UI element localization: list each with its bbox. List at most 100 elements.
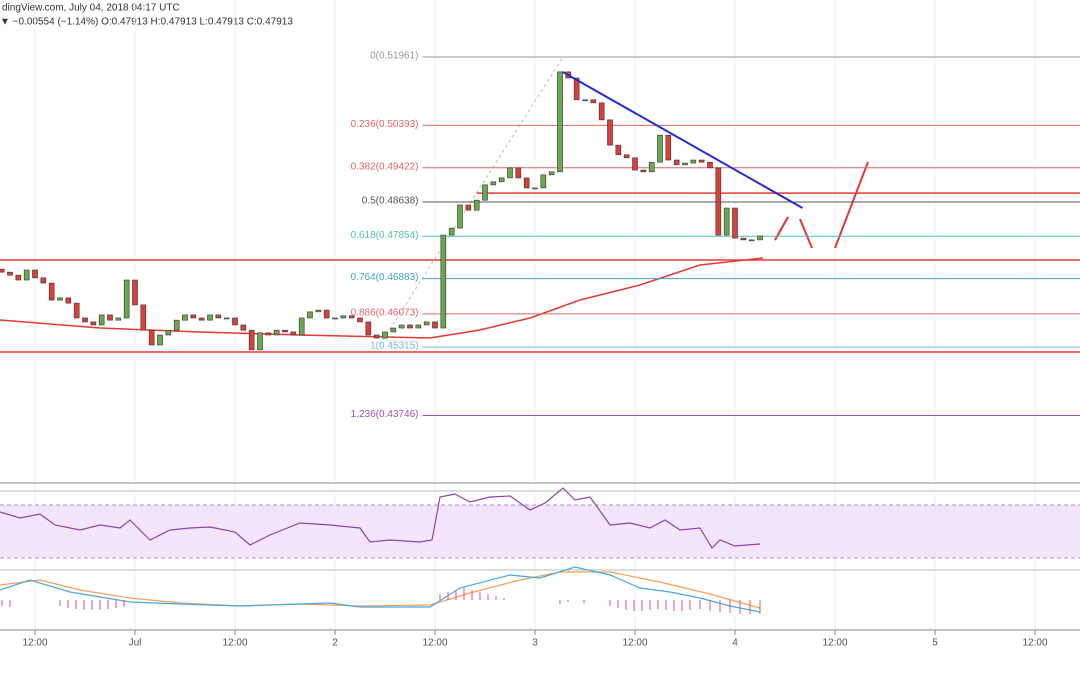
candle-body <box>623 154 630 159</box>
candle-body <box>448 227 455 236</box>
rsi-line <box>0 487 761 549</box>
candle-body <box>440 234 447 329</box>
candle-body <box>607 119 613 146</box>
candle-body <box>682 162 688 166</box>
candle-body <box>332 317 338 320</box>
candle-body <box>432 321 438 329</box>
x-tick-label: Jul <box>129 638 142 649</box>
candle-body <box>590 99 597 104</box>
candle-body <box>673 159 680 166</box>
candle-body <box>148 329 155 346</box>
fib-label: 1.236(0.43746) <box>351 409 419 420</box>
candle-body <box>348 315 355 319</box>
candle-body <box>340 315 347 319</box>
x-tick-label: 12:00 <box>422 638 447 649</box>
candle-body <box>98 314 105 326</box>
fib-label: 1(0.45315) <box>370 341 418 352</box>
candle-body <box>665 134 672 161</box>
candle-body <box>648 161 655 173</box>
candle-body <box>323 309 330 319</box>
candle-body <box>473 199 480 211</box>
candle-body <box>740 237 747 241</box>
candle-body <box>290 331 297 336</box>
candle-body <box>490 181 497 186</box>
candle-body <box>715 167 722 236</box>
x-tick-label: 12:00 <box>222 638 247 649</box>
candle-body <box>248 329 255 351</box>
macd-line <box>0 566 761 613</box>
candle-body <box>748 239 755 242</box>
candle-body <box>157 334 163 346</box>
candle-body <box>457 204 463 229</box>
fib-label: 0.5(0.48638) <box>362 196 419 207</box>
x-tick-label: 12:00 <box>22 638 47 649</box>
fib-label: 0(0.51961) <box>370 51 418 62</box>
candle-body <box>515 167 522 179</box>
candle-body <box>415 324 422 329</box>
x-tick-label: 2 <box>332 638 338 649</box>
candle-body <box>365 321 372 336</box>
candle-body <box>407 324 413 329</box>
fib-label: 0.764(0.46883) <box>351 272 419 283</box>
candle-body <box>240 324 247 331</box>
x-tick-label: 5 <box>932 638 938 649</box>
candle-body <box>382 331 388 339</box>
candle-body <box>465 204 472 211</box>
macd-signal <box>0 571 761 609</box>
fib-label: 0.618(0.47854) <box>351 230 419 241</box>
candle-body <box>223 317 230 320</box>
candle-body <box>557 71 563 173</box>
candle-body <box>165 329 172 336</box>
x-tick-label: 3 <box>532 638 538 649</box>
candle-body <box>573 77 580 101</box>
candle-body <box>23 269 30 281</box>
plot: 0(0.51961) 0.236(0.50393) 0.382(0.49422) 0.… <box>0 51 1080 420</box>
header-quote: ▼ −0.00554 (−1.14%) O:0.47913 H:0.47913 … <box>0 17 293 28</box>
candle-body <box>507 167 513 179</box>
candle-body <box>57 297 63 301</box>
candle-body <box>640 169 647 173</box>
x-tick-label: 12:00 <box>622 638 647 649</box>
candle-body <box>532 187 538 190</box>
candle-body <box>315 309 322 313</box>
candle-body <box>123 279 130 319</box>
candle-body <box>707 161 713 169</box>
candle-body <box>373 334 380 339</box>
candle-body <box>657 134 663 163</box>
candle-body <box>15 274 22 281</box>
candle-body <box>132 279 138 306</box>
candle-body <box>198 317 205 321</box>
candle-body <box>615 144 622 156</box>
candle-body <box>357 317 363 323</box>
candle-body <box>598 102 605 121</box>
candle-body <box>723 207 730 236</box>
candle-body <box>115 317 122 321</box>
candle-body <box>215 314 222 319</box>
candle-body <box>540 174 547 189</box>
fib-anchor <box>379 56 564 346</box>
candle-body <box>398 324 405 329</box>
candle-body <box>82 317 88 323</box>
x-tick-label: 12:00 <box>1022 638 1047 649</box>
candle-body <box>90 321 97 326</box>
candle-body <box>107 314 113 321</box>
candle-body <box>282 329 288 333</box>
candle-body <box>307 311 313 319</box>
candle-body <box>698 159 705 163</box>
candle-body <box>523 177 530 189</box>
fib-label: 0.886(0.46073) <box>351 308 419 319</box>
candle-body <box>273 329 280 336</box>
rsi-band <box>0 505 1080 558</box>
fib-label: 0.236(0.50393) <box>351 119 419 130</box>
candle-body <box>265 332 272 336</box>
candle-body <box>32 269 38 279</box>
candle-body <box>207 314 213 321</box>
candle-body <box>757 235 763 241</box>
candle-body <box>73 302 80 319</box>
candle-body <box>423 321 430 326</box>
candle-body <box>632 157 638 171</box>
candle-body <box>232 317 238 326</box>
candle-body <box>690 159 697 164</box>
